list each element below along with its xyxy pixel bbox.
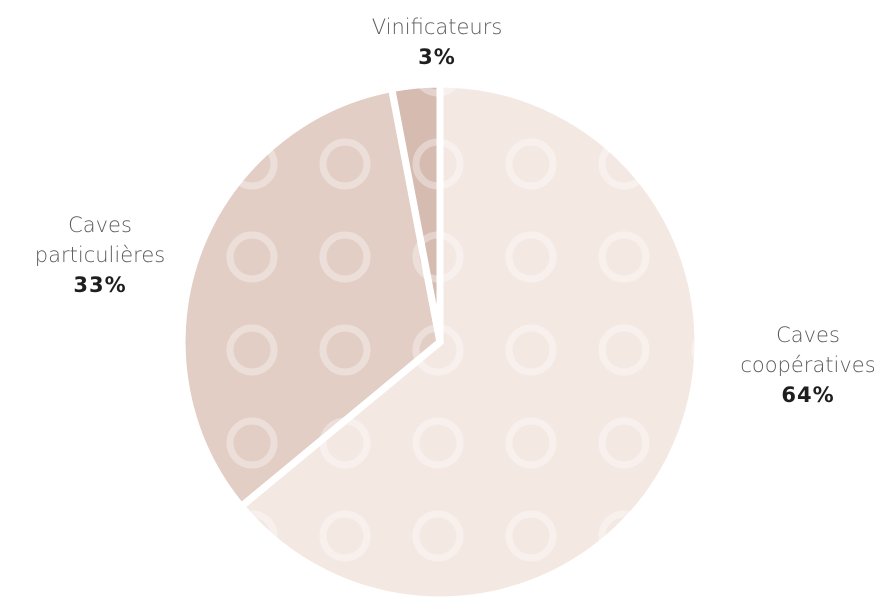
slice-label: Caves coopératives 64%: [718, 320, 874, 410]
slice-texture: [387, 80, 444, 343]
slice-label: Caves particulières 33%: [0, 210, 200, 300]
category-label: Caves particulières: [34, 213, 166, 267]
slice-texture: [236, 80, 702, 600]
slice-texture: [178, 84, 444, 512]
category-label: Caves coopératives: [740, 323, 874, 377]
value-label: 33%: [73, 273, 127, 297]
category-label: Vinificateurs: [371, 15, 503, 39]
value-label: 64%: [781, 383, 835, 407]
value-label: 3%: [418, 45, 456, 69]
slice-label: Vinificateurs 3%: [337, 12, 537, 72]
pie: [178, 80, 702, 600]
